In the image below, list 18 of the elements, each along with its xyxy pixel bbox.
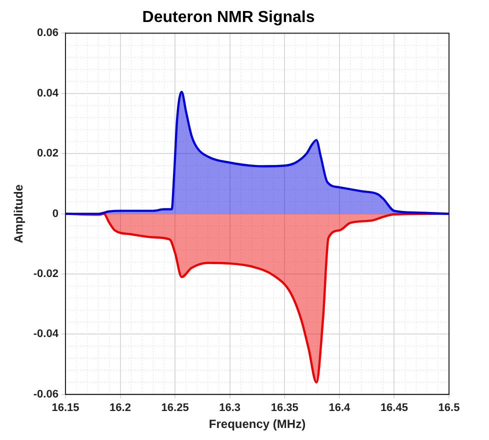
x-tick-label: 16.3 xyxy=(219,402,241,414)
y-tick-label: 0.02 xyxy=(37,148,58,160)
y-tick-label: -0.04 xyxy=(33,328,60,340)
y-tick-label: -0.06 xyxy=(33,388,58,400)
x-tick-label: 16.15 xyxy=(52,402,80,414)
x-tick-label: 16.4 xyxy=(328,402,351,414)
x-tick-label: 16.25 xyxy=(161,402,189,414)
x-tick-label: 16.45 xyxy=(380,402,408,414)
x-tick-label: 16.5 xyxy=(438,402,460,414)
y-axis-title: Amplitude xyxy=(12,184,26,244)
chart-title: Deuteron NMR Signals xyxy=(142,9,315,26)
y-tick-label: 0.04 xyxy=(37,87,60,100)
y-tick-label: 0 xyxy=(52,208,58,220)
x-axis-title: Frequency (MHz) xyxy=(208,417,306,432)
y-tick-label: 0.06 xyxy=(37,27,58,40)
x-tick-label: 16.35 xyxy=(270,402,298,414)
x-tick-label: 16.2 xyxy=(110,402,131,414)
y-tick-label: -0.02 xyxy=(33,268,58,280)
